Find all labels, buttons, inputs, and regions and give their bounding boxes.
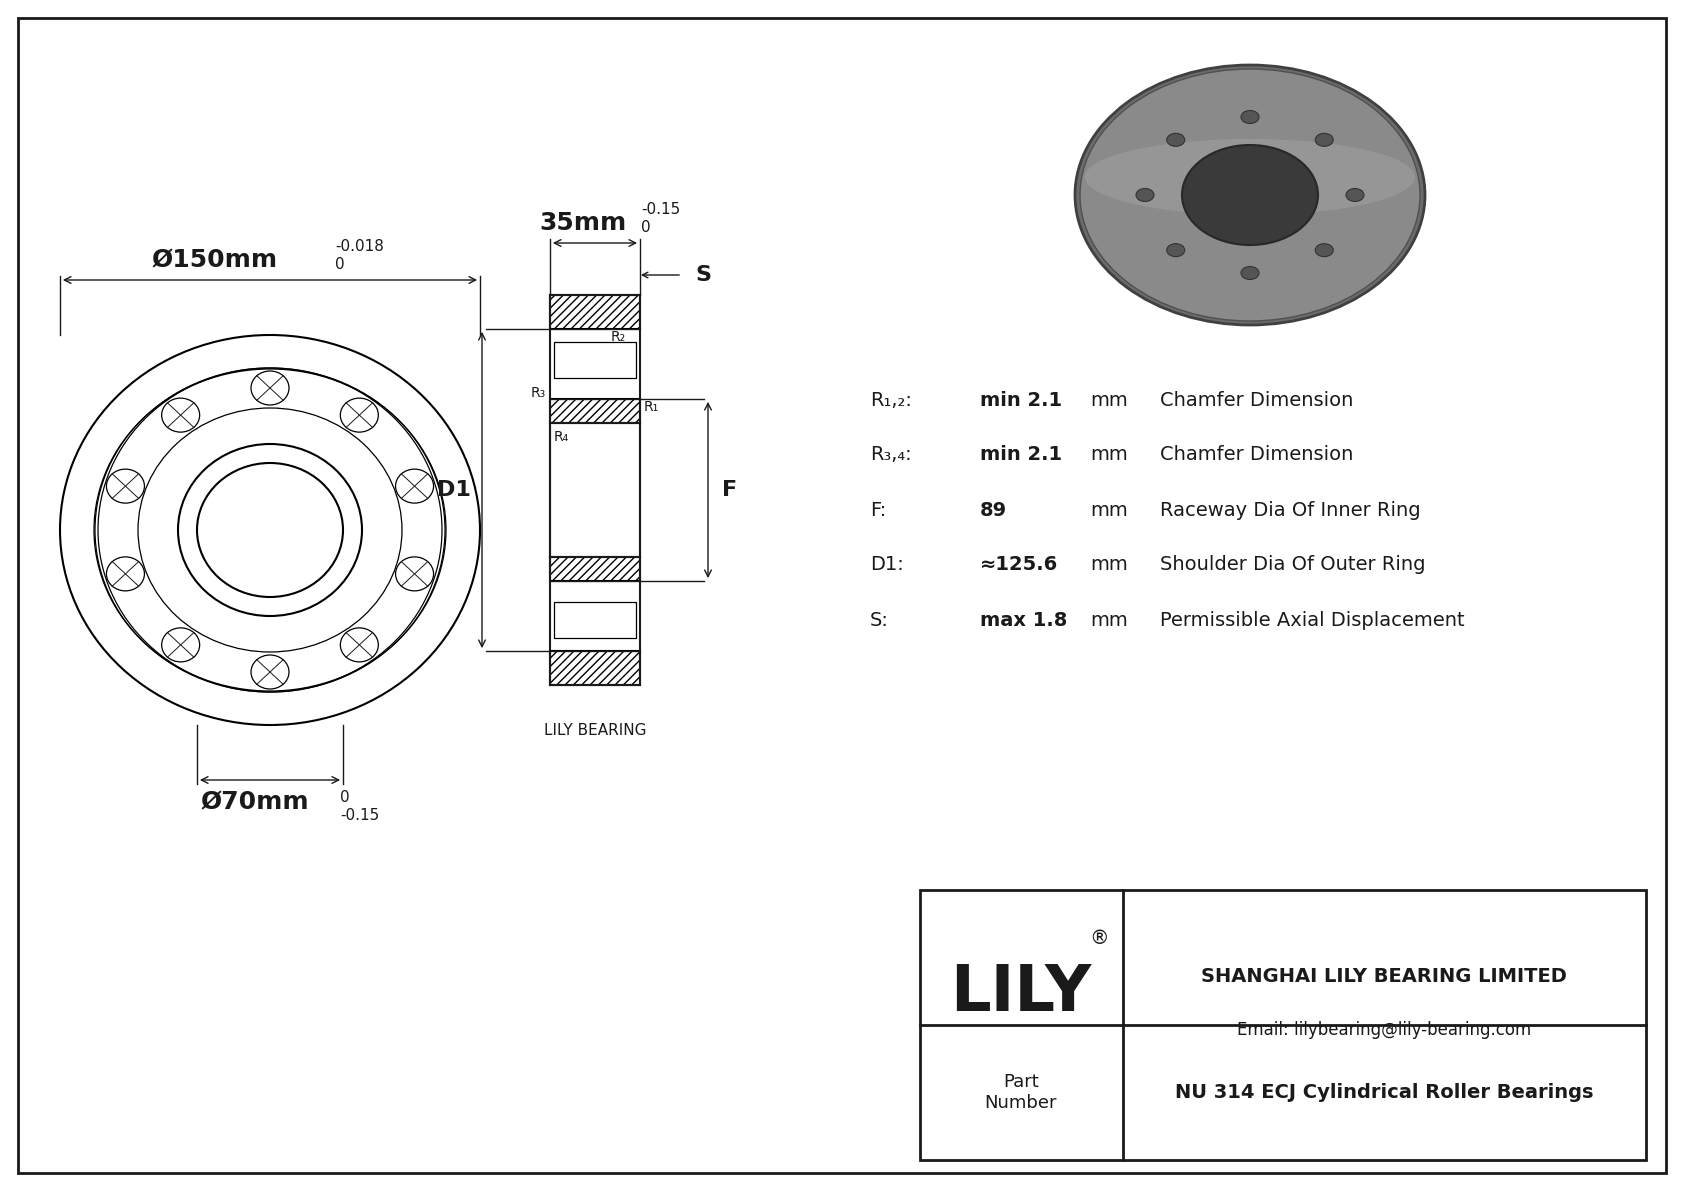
Text: Ø70mm: Ø70mm (200, 790, 310, 813)
Text: LILY: LILY (950, 961, 1091, 1023)
Text: Shoulder Dia Of Outer Ring: Shoulder Dia Of Outer Ring (1160, 555, 1425, 574)
Ellipse shape (1182, 145, 1319, 245)
Text: 89: 89 (980, 500, 1007, 519)
Text: D1:: D1: (871, 555, 904, 574)
Bar (551, 295, 640, 329)
Text: mm: mm (1090, 445, 1128, 464)
Text: 0: 0 (642, 220, 650, 235)
Text: min 2.1: min 2.1 (980, 391, 1063, 410)
Ellipse shape (1315, 133, 1334, 146)
Text: R₄: R₄ (554, 430, 569, 444)
Ellipse shape (1315, 244, 1334, 256)
Text: mm: mm (1090, 500, 1128, 519)
Text: F:: F: (871, 500, 886, 519)
Text: ®: ® (1090, 929, 1108, 948)
Text: Ø150mm: Ø150mm (152, 248, 278, 272)
Bar (551, 557, 640, 581)
Ellipse shape (1084, 139, 1415, 216)
Text: 0: 0 (335, 257, 345, 272)
Bar (919, 890, 1645, 1160)
Ellipse shape (1167, 244, 1186, 256)
Ellipse shape (1346, 188, 1364, 201)
Text: Chamfer Dimension: Chamfer Dimension (1160, 391, 1354, 410)
Ellipse shape (1241, 111, 1260, 124)
Ellipse shape (1241, 267, 1260, 280)
Bar (551, 399, 640, 423)
Text: Chamfer Dimension: Chamfer Dimension (1160, 445, 1354, 464)
Text: SHANGHAI LILY BEARING LIMITED: SHANGHAI LILY BEARING LIMITED (1201, 967, 1566, 986)
Ellipse shape (1167, 133, 1186, 146)
Bar (554, 342, 637, 378)
Text: ≈125.6: ≈125.6 (980, 555, 1058, 574)
Text: mm: mm (1090, 391, 1128, 410)
Text: Part
Number: Part Number (985, 1073, 1058, 1112)
Bar (551, 651, 640, 685)
Text: max 1.8: max 1.8 (980, 611, 1068, 630)
Text: min 2.1: min 2.1 (980, 445, 1063, 464)
Text: R₁: R₁ (643, 400, 658, 414)
Text: -0.018: -0.018 (335, 239, 384, 254)
Text: -0.15: -0.15 (642, 202, 680, 217)
Text: S: S (695, 266, 711, 285)
Bar (554, 601, 637, 638)
Text: R₁,₂:: R₁,₂: (871, 391, 911, 410)
Text: mm: mm (1090, 555, 1128, 574)
Text: R₃,₄:: R₃,₄: (871, 445, 911, 464)
Text: D1: D1 (438, 480, 472, 500)
Ellipse shape (1137, 188, 1154, 201)
Ellipse shape (1079, 69, 1420, 322)
Text: S:: S: (871, 611, 889, 630)
Text: LILY BEARING: LILY BEARING (544, 723, 647, 738)
Text: NU 314 ECJ Cylindrical Roller Bearings: NU 314 ECJ Cylindrical Roller Bearings (1175, 1083, 1593, 1102)
Text: -0.15: -0.15 (340, 807, 379, 823)
Text: mm: mm (1090, 611, 1128, 630)
Text: 0: 0 (340, 790, 350, 805)
Text: Raceway Dia Of Inner Ring: Raceway Dia Of Inner Ring (1160, 500, 1421, 519)
Text: F: F (722, 480, 738, 500)
Text: R₂: R₂ (611, 330, 626, 344)
Ellipse shape (1074, 66, 1425, 325)
Text: Permissible Axial Displacement: Permissible Axial Displacement (1160, 611, 1465, 630)
Text: R₃: R₃ (530, 386, 546, 400)
Text: Email: lilybearing@lily-bearing.com: Email: lilybearing@lily-bearing.com (1236, 1022, 1531, 1040)
Text: 35mm: 35mm (539, 211, 626, 235)
